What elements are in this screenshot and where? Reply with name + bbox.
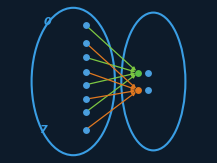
Text: 7: 7 (39, 125, 47, 135)
Text: 0: 0 (44, 17, 51, 27)
